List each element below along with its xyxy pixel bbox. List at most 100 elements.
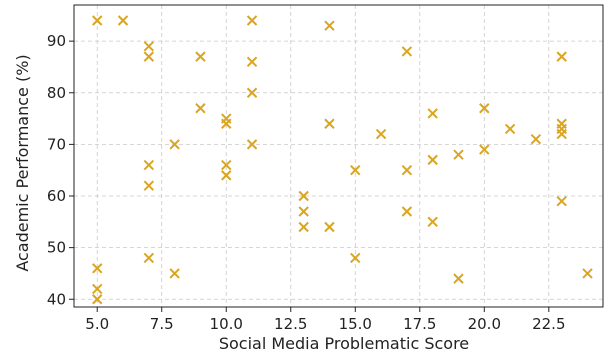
x-tick-label: 10.0: [210, 315, 243, 333]
x-axis-label: Social Media Problematic Score: [219, 334, 469, 353]
data-point: [221, 159, 232, 171]
x-tick-label: 15.0: [339, 315, 372, 333]
data-point: [324, 118, 335, 129]
data-point: [221, 118, 232, 129]
data-point: [375, 128, 387, 140]
data-point: [143, 51, 155, 62]
data-point-stroke: [246, 15, 258, 26]
data-point-stroke: [169, 268, 180, 279]
x-tick-label: 7.5: [150, 315, 174, 333]
y-axis-ticks: 40 50 60 70 80 90: [47, 32, 74, 308]
x-tick-label: 12.5: [274, 315, 307, 333]
data-point-stroke: [143, 180, 155, 191]
data-points: [92, 15, 593, 305]
data-point-stroke: [324, 118, 335, 129]
data-point: [401, 164, 413, 176]
data-point-stroke: [582, 268, 593, 279]
data-point-stroke: [221, 170, 232, 181]
data-point: [453, 273, 464, 284]
data-point: [246, 139, 258, 150]
data-point: [350, 164, 361, 176]
data-point-stroke: [401, 206, 413, 217]
data-point-stroke: [375, 128, 387, 140]
data-point-stroke: [556, 195, 567, 207]
data-point-stroke: [195, 51, 206, 62]
data-point-stroke: [427, 108, 438, 119]
data-point: [298, 190, 309, 202]
data-point-stroke: [556, 51, 567, 62]
data-point: [298, 221, 309, 233]
data-point-stroke: [324, 20, 335, 31]
data-point-stroke: [556, 128, 567, 140]
data-point-stroke: [92, 283, 103, 295]
data-point-stroke: [427, 216, 438, 228]
data-point: [479, 103, 490, 114]
y-tick-label: 80: [47, 84, 66, 102]
data-point-stroke: [221, 159, 232, 171]
data-point: [453, 149, 464, 160]
data-point-stroke: [350, 252, 361, 264]
data-point: [324, 221, 335, 233]
data-point: [246, 56, 258, 67]
data-point-stroke: [401, 164, 413, 176]
data-point: [427, 216, 438, 228]
data-point-stroke: [479, 144, 490, 155]
data-point-stroke: [143, 41, 155, 52]
axes: [73, 4, 604, 308]
data-point-stroke: [246, 139, 258, 150]
data-point: [117, 15, 129, 26]
y-tick-label: 60: [47, 187, 66, 205]
data-point-stroke: [143, 159, 155, 171]
data-point: [92, 283, 103, 295]
y-tick-label: 50: [47, 239, 66, 257]
data-point: [92, 15, 103, 26]
data-point: [401, 206, 413, 217]
data-point: [401, 46, 413, 57]
data-point: [143, 159, 155, 171]
x-tick-label: 22.5: [532, 315, 565, 333]
data-point-stroke: [298, 206, 309, 217]
x-tick-label: 17.5: [403, 315, 436, 333]
data-point-stroke: [92, 294, 103, 305]
data-point-stroke: [350, 164, 361, 176]
data-point-stroke: [324, 221, 335, 233]
data-point: [427, 108, 438, 119]
data-point: [195, 51, 206, 62]
data-point-stroke: [453, 273, 464, 284]
grid-lines: [74, 5, 603, 307]
data-point-stroke: [530, 134, 542, 145]
data-point: [556, 128, 567, 140]
data-point-stroke: [92, 15, 103, 26]
data-point: [221, 170, 232, 181]
data-point-stroke: [298, 221, 309, 233]
data-point: [169, 268, 180, 279]
y-tick-label: 90: [47, 32, 66, 50]
data-point-stroke: [117, 15, 129, 26]
data-point-stroke: [479, 103, 490, 114]
x-tick-label: 5.0: [85, 315, 109, 333]
data-point-stroke: [92, 263, 103, 274]
data-point-stroke: [143, 252, 155, 264]
data-point-stroke: [453, 149, 464, 160]
data-point: [169, 139, 180, 150]
data-point-stroke: [221, 118, 232, 129]
y-tick-label: 70: [47, 135, 66, 153]
data-point-stroke: [298, 190, 309, 202]
data-point: [479, 144, 490, 155]
data-point-stroke: [504, 123, 516, 135]
data-point: [530, 134, 542, 145]
data-point: [143, 180, 155, 191]
data-point: [143, 252, 155, 264]
data-point: [92, 263, 103, 274]
y-tick-label: 40: [47, 290, 66, 308]
data-point: [298, 206, 309, 217]
data-point: [195, 103, 206, 114]
plot-frame: [73, 4, 604, 308]
data-point: [92, 294, 103, 305]
data-point-stroke: [246, 87, 258, 98]
x-axis-ticks: 5.0 7.5 10.0 12.5 15.0 17.5 20.0 22.5: [85, 307, 566, 333]
data-point-stroke: [143, 51, 155, 62]
data-point: [582, 268, 593, 279]
data-point: [427, 154, 438, 166]
x-tick-label: 20.0: [468, 315, 501, 333]
